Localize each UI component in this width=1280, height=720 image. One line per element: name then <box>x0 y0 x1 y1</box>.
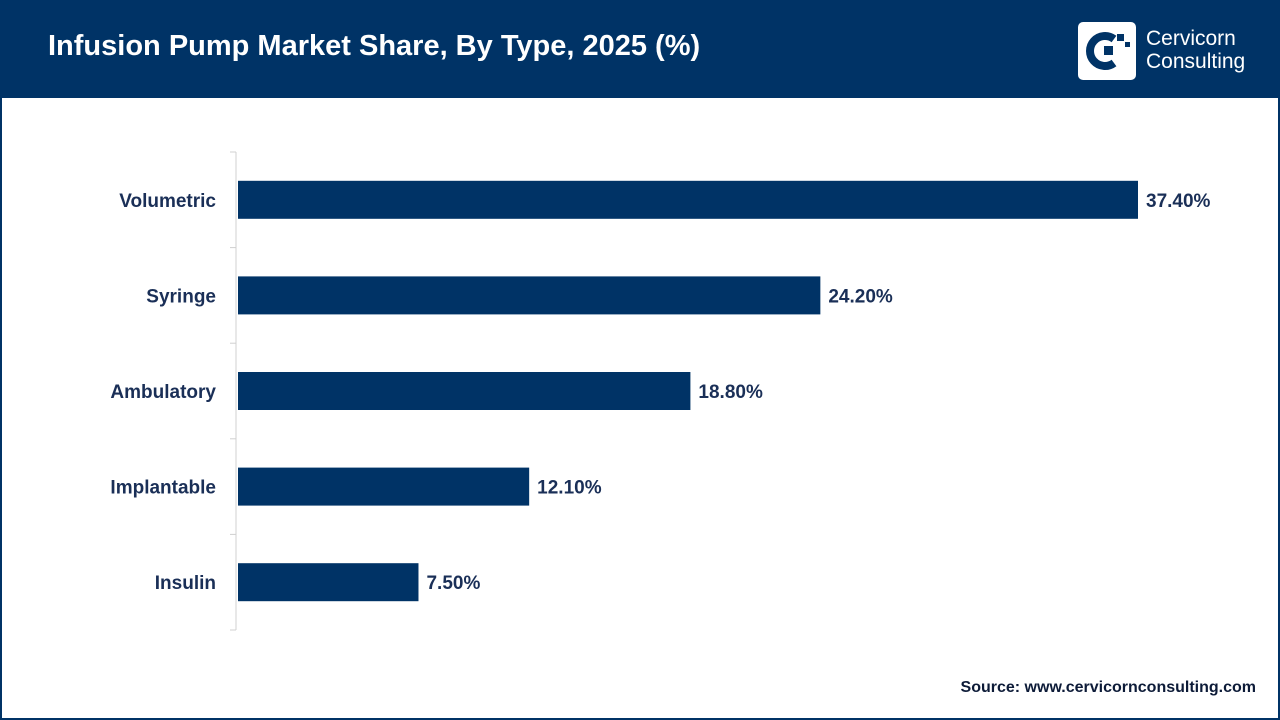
category-label: Implantable <box>110 478 216 499</box>
bar-implantable <box>238 467 530 506</box>
bar-ambulatory <box>238 372 691 410</box>
chart-title: Infusion Pump Market Share, By Type, 202… <box>48 30 701 62</box>
bar-volumetric <box>238 180 1138 219</box>
category-label: Insulin <box>155 573 216 594</box>
value-label: 18.80% <box>698 382 763 403</box>
header-banner: Infusion Pump Market Share, By Type, 202… <box>2 2 1278 98</box>
value-label: 7.50% <box>426 573 480 594</box>
source-note: Source: www.cervicornconsulting.com <box>960 679 1256 696</box>
bar-syringe <box>238 276 821 315</box>
value-label: 37.40% <box>1146 191 1211 212</box>
category-label: Syringe <box>146 286 216 307</box>
brand-logo: Cervicorn Consulting <box>1078 22 1268 80</box>
logo-wordmark: Cervicorn Consulting <box>1146 27 1245 73</box>
category-label: Ambulatory <box>110 382 216 403</box>
bar-insulin <box>238 563 419 602</box>
category-label: Volumetric <box>119 191 216 212</box>
cervicorn-logo-icon <box>1078 22 1136 80</box>
logo-line-2: Consulting <box>1146 50 1246 73</box>
value-label: 24.20% <box>828 286 893 307</box>
value-label: 12.10% <box>537 478 602 499</box>
logo-line-1: Cervicorn <box>1146 27 1236 50</box>
